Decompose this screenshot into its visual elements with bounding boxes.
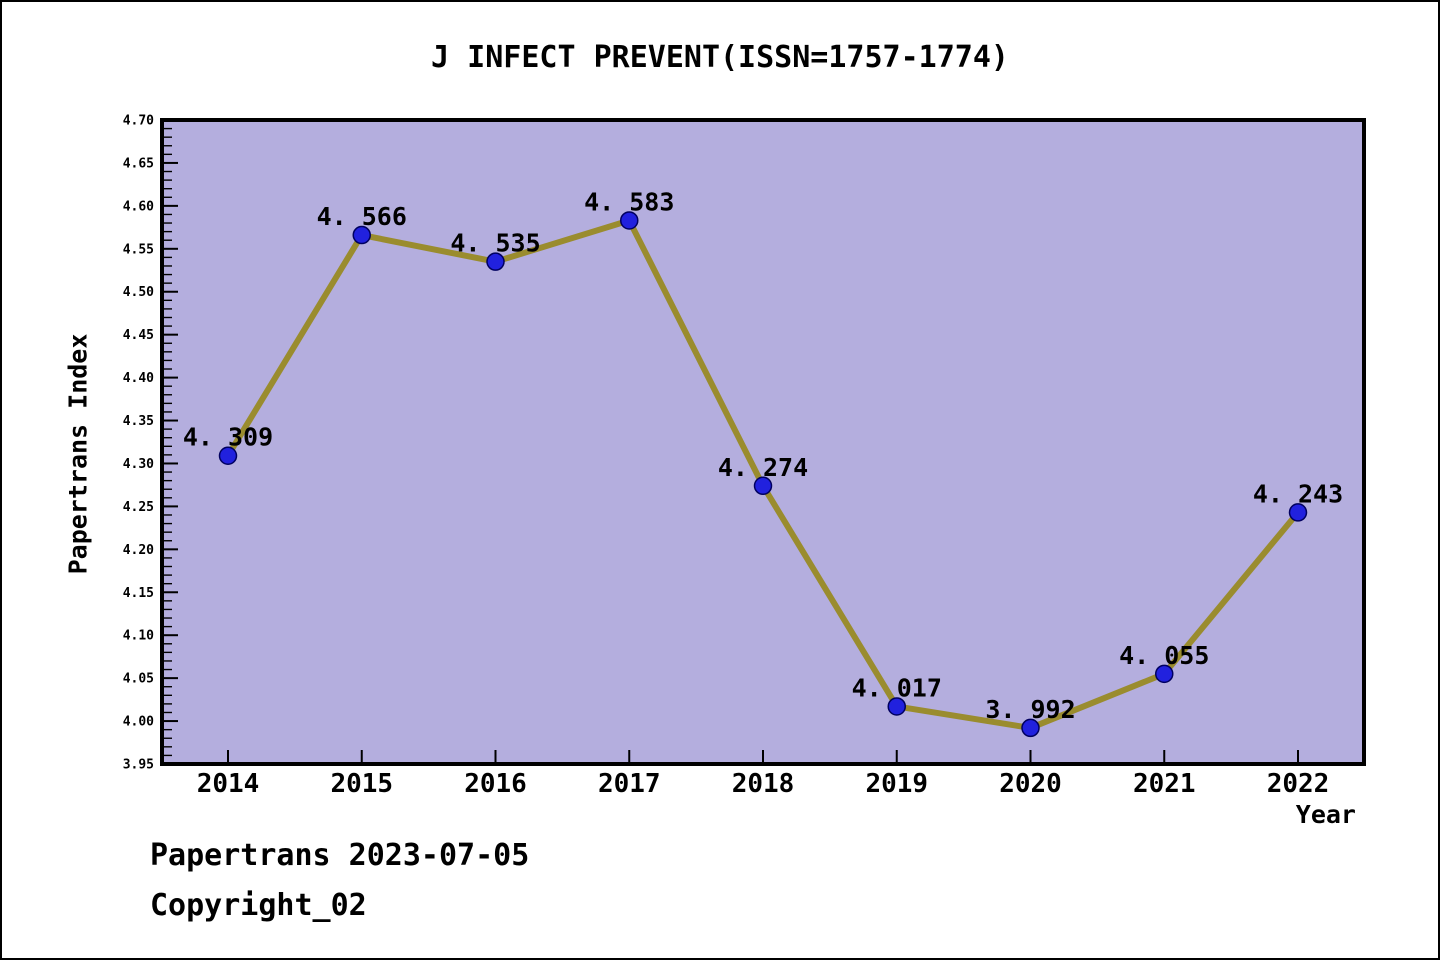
y-tick-label: 4.55	[123, 242, 154, 257]
y-tick-label: 4.10	[123, 629, 154, 644]
x-tick-label: 2018	[732, 769, 795, 799]
x-tick-label: 2020	[999, 769, 1062, 799]
plot-frame	[160, 118, 1366, 766]
y-tick-label: 4.15	[123, 586, 154, 601]
x-tick-label: 2021	[1133, 769, 1196, 799]
data-point	[887, 697, 906, 716]
data-point-label: 4. 243	[1253, 479, 1343, 508]
y-tick-label: 4.50	[123, 285, 154, 300]
data-point	[352, 225, 371, 245]
data-point	[486, 252, 505, 271]
y-tick-label: 4.70	[123, 114, 154, 129]
data-point-label: 3. 992	[985, 695, 1075, 724]
x-tick-label: 2014	[197, 769, 260, 799]
x-tick-label: 2019	[865, 769, 928, 799]
x-tick-label: 2015	[330, 769, 393, 799]
y-tick-label: 4.30	[123, 457, 154, 472]
y-tick-label: 4.20	[123, 543, 154, 558]
y-tick-label: 4.45	[123, 328, 154, 343]
data-point	[218, 446, 238, 465]
y-tick-label: 4.35	[123, 414, 154, 429]
data-point-label: 4. 017	[852, 673, 942, 702]
footer-watermark-date: Papertrans 2023-07-05	[150, 838, 530, 873]
x-axis-title: Year	[1295, 800, 1356, 829]
x-tick-label: 2022	[1267, 769, 1330, 799]
data-point	[1021, 718, 1040, 738]
y-axis-title: Papertrans Index	[63, 333, 93, 575]
data-point	[1288, 503, 1308, 522]
data-point-label: 4. 583	[584, 187, 674, 216]
data-point-label: 4. 535	[450, 229, 540, 258]
data-point-label: 4. 309	[183, 423, 273, 452]
footer-copyright: Copyright_02	[150, 888, 367, 923]
y-tick-label: 4.65	[123, 156, 154, 171]
y-tick-label: 4.60	[123, 199, 154, 214]
x-tick-label: 2017	[598, 769, 661, 799]
chart-title: J INFECT PREVENT(ISSN=1757-1774)	[431, 40, 1009, 75]
y-tick-label: 4.40	[123, 371, 154, 386]
y-tick-label: 3.95	[123, 758, 154, 773]
data-point-label: 4. 055	[1119, 641, 1209, 670]
data-point-label: 4. 274	[718, 453, 808, 482]
data-point	[753, 476, 773, 496]
y-tick-label: 4.05	[123, 672, 154, 687]
y-tick-label: 4.00	[123, 715, 154, 730]
data-point	[1155, 664, 1174, 684]
data-point-label: 4. 566	[317, 202, 407, 231]
data-point	[620, 211, 639, 230]
x-tick-label: 2016	[464, 769, 527, 799]
y-tick-label: 4.25	[123, 500, 154, 515]
